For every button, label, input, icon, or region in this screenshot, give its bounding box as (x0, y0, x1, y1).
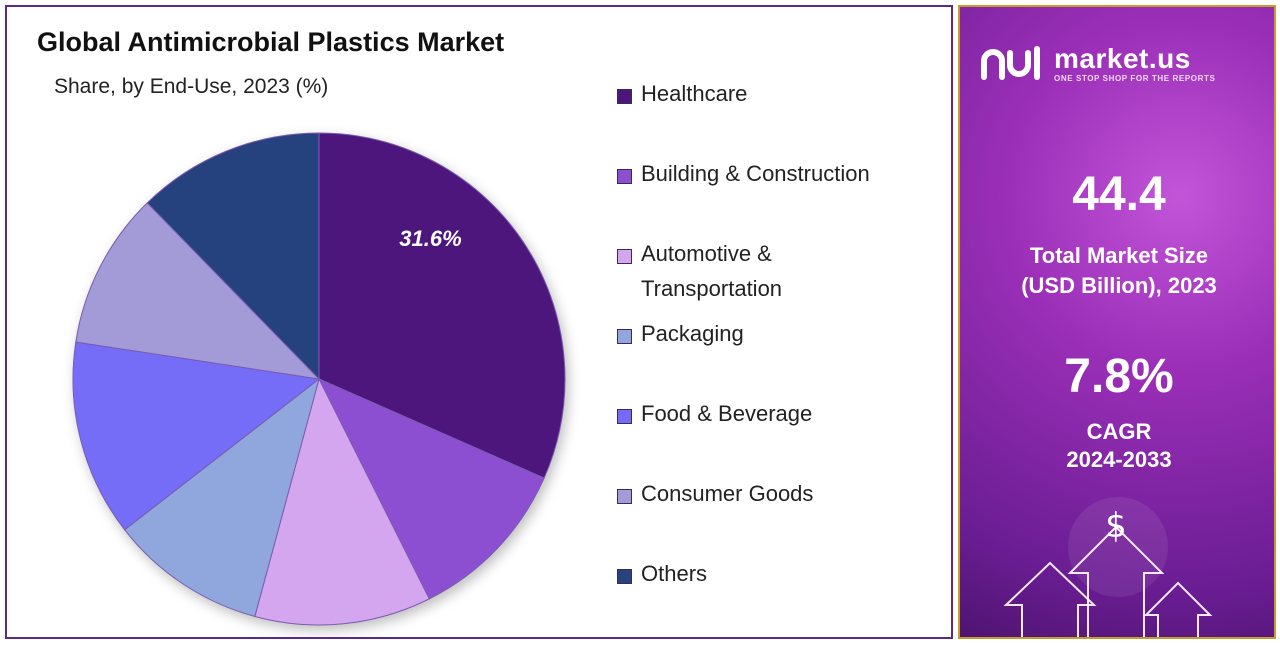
pie-slice-packaging (123, 377, 320, 618)
legend-label: Building & Construction (641, 161, 870, 186)
chart-subtitle: Share, by End-Use, 2023 (%) (54, 75, 329, 98)
cagr-label: CAGR (1086, 419, 1152, 444)
pie-slice-others (146, 132, 320, 381)
legend-swatch (617, 169, 632, 184)
legend-label: Automotive & Transportation (641, 241, 783, 301)
legend-swatch (617, 409, 632, 424)
dollar-sign-icon: $ (1105, 506, 1127, 546)
legend-swatch (617, 249, 632, 264)
market-size-label-line2: (USD Billion), 2023 (1021, 273, 1217, 298)
legend-swatch (617, 569, 632, 584)
cagr-value: 7.8% (1064, 350, 1174, 403)
legend-label: Food & Beverage (641, 401, 813, 426)
brand-logo: market.us ONE STOP SHOP FOR THE REPORTS (980, 43, 1215, 83)
legend-label: Others (641, 561, 708, 586)
brand-name: market.us (1054, 42, 1191, 74)
legend-label: Healthcare (641, 81, 748, 106)
legend-swatch (617, 489, 632, 504)
market-us-logo-icon (981, 46, 1040, 80)
legend-item: Others (617, 561, 931, 591)
cagr-period: 2024-2033 (1066, 447, 1172, 472)
pie-slice-automotive-transportation (254, 377, 430, 626)
legend-label: Consumer Goods (641, 481, 814, 506)
legend-item: Building & Construction (617, 161, 931, 191)
brand-tagline: ONE STOP SHOP FOR THE REPORTS (1054, 73, 1216, 83)
legend-item: Packaging (617, 321, 931, 351)
market-size-value: 44.4 (1072, 168, 1166, 221)
legend-swatch (617, 329, 632, 344)
chart-card: Global Antimicrobial Plastics Market Sha… (5, 5, 953, 639)
legend-label: Packaging (641, 321, 744, 346)
legend-item: Consumer Goods (617, 481, 931, 511)
growth-arrows-icon: $ (1003, 497, 1213, 637)
legend-item: Healthcare (617, 81, 931, 111)
pie-data-label: 31.6% (399, 226, 461, 251)
pie-slice-building-construction (317, 377, 545, 600)
pie-slice-consumer-goods (75, 202, 321, 380)
legend-item: Food & Beverage (617, 401, 931, 431)
legend-item: Automotive & Transportation (617, 241, 931, 306)
chart-title: Global Antimicrobial Plastics Market (37, 27, 505, 57)
pie-slice-food-beverage (72, 341, 321, 531)
chart-legend: Healthcare Building & Construction Automot… (617, 7, 947, 637)
legend-swatch (617, 89, 632, 104)
pie-slice-healthcare (318, 132, 566, 479)
market-size-label-line1: Total Market Size (1029, 243, 1209, 268)
summary-panel: market.us ONE STOP SHOP FOR THE REPORTS … (958, 5, 1276, 639)
pie-chart: 31.6% (72, 132, 566, 626)
